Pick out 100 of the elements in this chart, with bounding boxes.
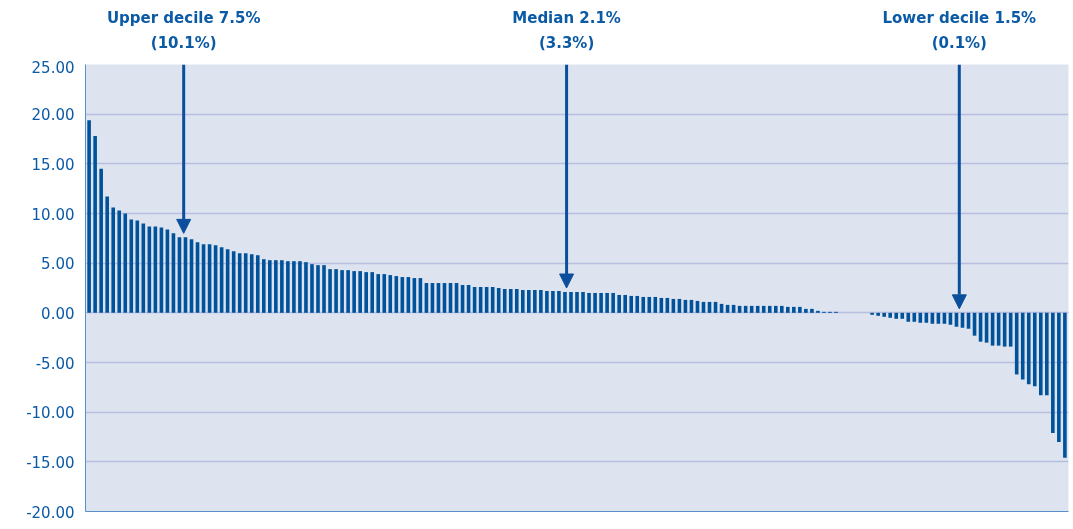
bar — [1032, 312, 1037, 387]
bar — [912, 312, 917, 322]
bar — [563, 291, 567, 313]
bar — [792, 306, 796, 313]
bar — [623, 294, 627, 313]
bar — [298, 261, 302, 313]
bar — [87, 120, 91, 313]
bar — [635, 295, 640, 313]
y-tick-label: 5.00 — [41, 255, 75, 274]
bar — [520, 289, 525, 313]
bar — [533, 289, 537, 313]
bar — [894, 312, 899, 319]
bar — [593, 292, 597, 313]
bar — [1014, 312, 1019, 375]
y-tick-label: 15.00 — [31, 155, 75, 174]
bar — [581, 291, 585, 313]
text: Lower decile 1.5% (0.1%) — [882, 9, 1037, 52]
bar — [611, 292, 615, 313]
bar — [779, 305, 784, 313]
bar — [900, 312, 905, 319]
bar — [249, 254, 254, 313]
bar — [810, 308, 814, 313]
bar — [268, 260, 272, 313]
bar — [647, 296, 652, 313]
bar — [255, 255, 260, 313]
bar — [261, 259, 266, 313]
y-tick-label: 10.00 — [31, 205, 75, 224]
bar — [502, 288, 507, 313]
bar — [514, 288, 519, 313]
bar — [376, 274, 381, 313]
bar — [93, 136, 97, 313]
bar — [527, 289, 531, 313]
bar — [382, 274, 387, 313]
bar — [906, 312, 911, 322]
y-tick-label: 25.00 — [31, 58, 75, 77]
bar — [641, 296, 646, 313]
bar — [111, 207, 116, 313]
bar — [605, 292, 609, 313]
bar — [557, 290, 561, 313]
bar — [629, 295, 634, 313]
bar — [539, 289, 543, 313]
bar — [1063, 312, 1067, 458]
bar — [135, 220, 140, 313]
bar — [292, 261, 296, 313]
bar — [755, 305, 760, 313]
y-tick-label: -15.00 — [26, 453, 75, 472]
bar — [274, 260, 278, 313]
bar — [1057, 312, 1061, 442]
bar — [123, 213, 128, 313]
bar — [773, 305, 778, 313]
bar — [358, 271, 362, 313]
bar — [761, 305, 766, 313]
bar — [346, 270, 350, 313]
bar — [888, 312, 893, 318]
bar — [304, 262, 308, 313]
bar — [328, 269, 332, 313]
bar — [617, 294, 621, 313]
bar — [388, 275, 393, 313]
bar — [117, 210, 122, 313]
bar — [1045, 312, 1049, 396]
bar — [1051, 312, 1055, 434]
bar — [237, 253, 242, 313]
text: Upper decile 7.5% (10.1%) — [106, 9, 261, 52]
y-tick-label: -20.00 — [26, 503, 75, 522]
bar — [804, 308, 808, 313]
y-tick-label: 0.00 — [41, 304, 75, 323]
bar — [1038, 312, 1043, 396]
bar — [551, 290, 555, 313]
y-tick-label: 20.00 — [31, 106, 75, 125]
bar — [496, 288, 501, 313]
bar — [334, 269, 338, 313]
bar — [1026, 312, 1031, 385]
bar — [767, 305, 772, 313]
text: Median 2.1% (3.3%) — [512, 9, 621, 52]
bar — [352, 271, 356, 313]
bar — [280, 260, 284, 313]
bar — [599, 292, 603, 313]
bar — [575, 291, 579, 313]
bar — [370, 272, 375, 313]
bar — [1020, 312, 1025, 380]
bar — [286, 261, 290, 313]
bar — [316, 265, 320, 313]
y-tick-label: -10.00 — [26, 404, 75, 423]
bar — [394, 276, 399, 313]
bar — [322, 265, 326, 313]
bar — [508, 288, 513, 313]
bar — [786, 306, 790, 313]
y-tick-label: -5.00 — [35, 354, 75, 373]
bar — [653, 296, 658, 313]
bar — [545, 290, 549, 313]
bar — [798, 306, 802, 313]
bar — [340, 270, 344, 313]
bar — [99, 168, 103, 313]
bar — [587, 292, 591, 313]
bar — [569, 291, 573, 313]
bar — [129, 219, 134, 313]
bar — [882, 312, 886, 317]
bar — [876, 312, 880, 316]
bar — [310, 264, 314, 313]
bar — [243, 253, 248, 313]
